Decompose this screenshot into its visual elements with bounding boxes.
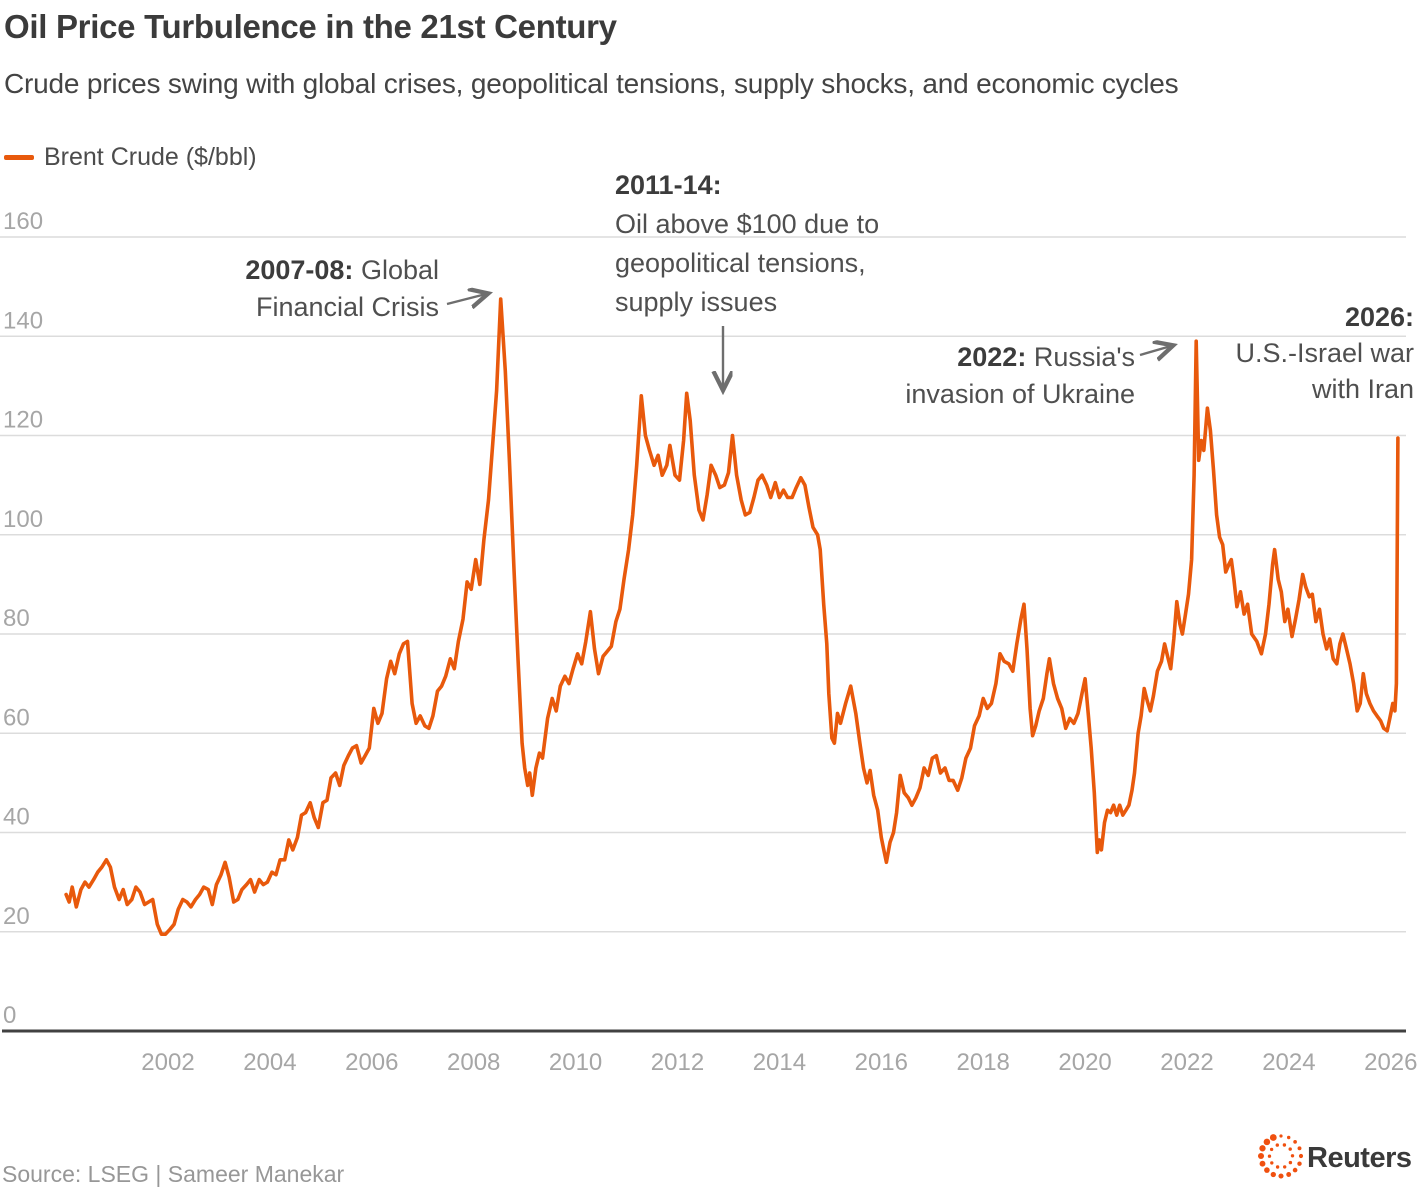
annotation-text: Russia's invasion of Ukraine	[905, 342, 1135, 409]
y-tick-label-120: 120	[3, 407, 43, 434]
y-tick-label-160: 160	[3, 208, 43, 235]
annotation-arrows	[446, 294, 1171, 388]
logo-dot	[1288, 1160, 1293, 1165]
y-tick-label-100: 100	[3, 506, 43, 533]
logo-dot	[1275, 1143, 1280, 1147]
legend-line-swatch-icon	[4, 155, 34, 160]
logo-dot	[1288, 1147, 1292, 1151]
brent-crude-line	[64, 297, 1400, 936]
logo-dot	[1282, 1143, 1287, 1147]
axis-tick-labels: 0 20 40 60 80 100 120 140 160 2002 2004 2006 2008 201…	[3, 208, 1417, 1076]
y-tick-label-60: 60	[3, 704, 30, 731]
annotation-year-label: 2007-08:	[245, 255, 354, 285]
logo-dot	[1259, 1145, 1266, 1152]
logo-dot	[1259, 1160, 1266, 1167]
logo-dot	[1269, 1134, 1277, 1141]
annotation-2007-08-financial-crisis: 2007-08: Global Financial Crisis	[197, 252, 439, 326]
logo-dot	[1293, 1140, 1297, 1144]
annotation-2011-14-oil-above-100: 2011-14: Oil above $100 due to geopolitic…	[615, 166, 917, 322]
source-credit: Source: LSEG | Sameer Manekar	[2, 1161, 345, 1187]
reuters-dotted-circle-icon	[1257, 1134, 1304, 1179]
logo-dot	[1278, 1173, 1284, 1179]
ukraine-arrow-icon	[1139, 346, 1171, 355]
x-tick-label-2006: 2006	[345, 1049, 398, 1076]
x-tick-label-2004: 2004	[243, 1049, 296, 1076]
gfc-arrow-icon	[446, 294, 486, 304]
x-tick-label-2022: 2022	[1160, 1049, 1213, 1076]
reuters-logo: Reuters	[1257, 1134, 1412, 1179]
x-tick-label-2010: 2010	[549, 1049, 602, 1076]
x-tick-label-2016: 2016	[855, 1049, 908, 1076]
x-tick-label-2012: 2012	[651, 1049, 704, 1076]
logo-dot	[1267, 1154, 1272, 1158]
logo-dot	[1298, 1153, 1304, 1159]
y-tick-label-0: 0	[3, 1002, 16, 1029]
x-tick-label-2014: 2014	[753, 1049, 806, 1076]
legend: Brent Crude ($/bbl)	[4, 143, 257, 172]
logo-dot	[1270, 1161, 1274, 1165]
logo-dot	[1264, 1167, 1270, 1173]
logo-dot	[1286, 1172, 1292, 1177]
logo-dot	[1263, 1138, 1271, 1146]
y-tick-label-20: 20	[3, 903, 30, 930]
annotation-text: U.S.-Israel war with Iran	[1235, 338, 1414, 404]
x-tick-label-2008: 2008	[447, 1049, 500, 1076]
annotation-year-label: 2022:	[957, 342, 1027, 372]
logo-dot	[1292, 1167, 1298, 1173]
x-tick-label-2024: 2024	[1262, 1049, 1315, 1076]
logo-dot	[1297, 1161, 1302, 1166]
logo-dot	[1270, 1171, 1276, 1178]
annotation-year-label: 2026:	[1344, 302, 1414, 332]
x-tick-label-2026: 2026	[1364, 1049, 1417, 1076]
gridlines	[0, 236, 1406, 933]
legend-label: Brent Crude ($/bbl)	[44, 143, 257, 171]
y-tick-label-80: 80	[3, 605, 30, 632]
page-subtitle: Crude prices swing with global crises, g…	[4, 68, 1179, 99]
annotation-text: Oil above $100 due to geopolitical tensi…	[615, 209, 880, 317]
annotation-text: Global Financial Crisis	[255, 255, 439, 322]
logo-dot	[1275, 1165, 1280, 1169]
y-tick-label-140: 140	[3, 307, 43, 334]
x-tick-label-2018: 2018	[957, 1049, 1010, 1076]
logo-dot	[1257, 1152, 1265, 1160]
logo-dot	[1269, 1147, 1274, 1152]
y-tick-label-40: 40	[3, 804, 30, 831]
logo-dot	[1286, 1135, 1291, 1140]
annotation-2022-russia-ukraine: 2022: Russia's invasion of Ukraine	[873, 339, 1135, 413]
annotation-year-label: 2011-14:	[615, 170, 722, 200]
logo-dot	[1283, 1165, 1287, 1169]
page-title: Oil Price Turbulence in the 21st Century	[4, 8, 617, 45]
x-tick-label-2020: 2020	[1058, 1049, 1111, 1076]
reuters-logo-text: Reuters	[1307, 1142, 1412, 1174]
logo-dot	[1290, 1154, 1295, 1158]
logo-dot	[1297, 1146, 1302, 1151]
x-tick-label-2002: 2002	[141, 1049, 194, 1076]
logo-dot	[1279, 1134, 1283, 1138]
annotation-2026-us-israel-iran: 2026: U.S.-Israel war with Iran	[1212, 299, 1414, 407]
